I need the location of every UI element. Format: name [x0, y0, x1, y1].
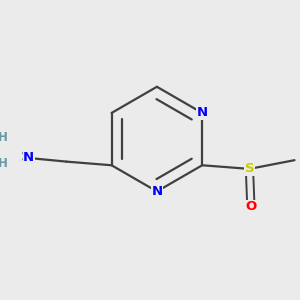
Text: N: N [196, 106, 208, 119]
Text: H: H [0, 131, 8, 144]
Text: S: S [244, 162, 254, 176]
Text: O: O [245, 200, 256, 213]
Text: N: N [23, 152, 34, 164]
Text: N: N [151, 185, 163, 198]
Text: H: H [0, 157, 8, 170]
